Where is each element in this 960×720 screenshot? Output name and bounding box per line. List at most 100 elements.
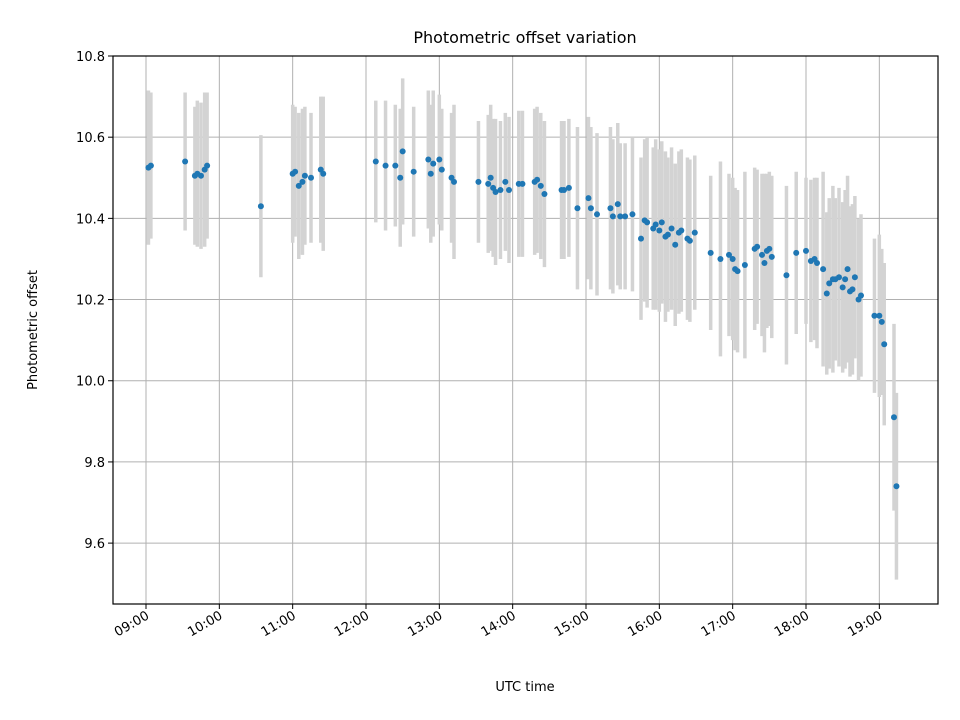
chart-title: Photometric offset variation: [413, 28, 636, 47]
data-point: [574, 205, 581, 212]
data-point: [783, 272, 790, 279]
data-point: [678, 227, 685, 234]
data-point: [814, 260, 820, 267]
data-point: [320, 170, 327, 177]
data-point: [614, 201, 621, 208]
data-point: [299, 178, 306, 185]
data-point: [686, 237, 693, 244]
data-point: [826, 280, 833, 287]
y-tick-label: 9.8: [84, 456, 105, 471]
y-tick-label: 9.6: [84, 537, 105, 552]
data-point: [301, 172, 308, 179]
y-axis-label: Photometric offset: [26, 270, 41, 390]
data-point: [876, 312, 883, 319]
data-point: [607, 205, 614, 212]
data-point: [844, 266, 851, 273]
data-point: [587, 205, 594, 212]
data-point: [382, 162, 389, 169]
data-point: [204, 162, 211, 169]
data-point: [741, 262, 748, 269]
data-point: [793, 249, 800, 256]
data-point: [629, 211, 636, 218]
data-point: [198, 172, 204, 179]
data-point: [487, 174, 494, 181]
data-point: [881, 341, 888, 348]
data-point: [537, 182, 544, 189]
data-point: [561, 186, 567, 193]
data-point: [427, 170, 434, 177]
data-point: [878, 318, 885, 325]
data-point: [851, 274, 858, 281]
data-point: [430, 160, 437, 167]
data-point: [858, 292, 864, 299]
data-point: [475, 178, 482, 185]
data-point: [308, 174, 314, 181]
data-point: [399, 148, 406, 155]
data-point: [502, 178, 509, 185]
data-point: [397, 174, 404, 181]
data-point: [893, 483, 900, 490]
data-point: [565, 184, 572, 191]
data-point: [729, 255, 736, 262]
data-point: [492, 188, 499, 195]
data-point: [410, 168, 417, 175]
data-point: [292, 168, 299, 175]
data-point: [871, 312, 878, 319]
data-point: [425, 156, 432, 163]
data-point: [372, 158, 379, 165]
y-tick-label: 10.8: [76, 50, 105, 65]
data-point: [707, 249, 714, 256]
data-point: [820, 266, 827, 273]
x-axis-label: UTC time: [495, 680, 554, 695]
data-point: [754, 243, 761, 250]
data-point: [147, 162, 154, 169]
y-axis-ticks: 9.6 9.8 10.0 10.2 10.4 10.6 10.8: [76, 50, 113, 552]
data-point: [622, 213, 629, 220]
data-point: [438, 166, 445, 173]
data-point: [726, 251, 732, 258]
data-point: [823, 290, 830, 297]
data-point: [734, 268, 741, 275]
data-point: [541, 191, 548, 198]
data-point: [836, 274, 842, 281]
data-point: [656, 227, 663, 234]
data-point: [839, 284, 846, 291]
data-point: [664, 231, 671, 238]
data-point: [768, 253, 775, 260]
data-point: [644, 219, 651, 226]
data-point: [672, 241, 679, 248]
data-point: [485, 180, 492, 187]
data-point: [585, 195, 592, 202]
data-point: [182, 158, 189, 165]
data-point: [638, 235, 644, 242]
y-tick-label: 10.4: [76, 212, 105, 227]
data-point: [668, 225, 675, 232]
data-points: [145, 148, 900, 490]
data-point: [766, 245, 773, 252]
data-point: [658, 219, 665, 226]
data-point: [761, 260, 768, 267]
data-point: [594, 211, 600, 218]
data-point: [519, 180, 526, 187]
data-point: [436, 156, 443, 163]
data-point: [652, 221, 659, 228]
data-point: [691, 229, 698, 236]
data-point: [849, 286, 856, 293]
y-tick-label: 10.0: [76, 375, 105, 390]
y-tick-label: 10.2: [76, 294, 105, 309]
data-point: [534, 176, 541, 183]
data-point: [497, 186, 504, 193]
data-point: [609, 213, 616, 220]
data-point: [891, 414, 897, 421]
plot-frame: [112, 55, 939, 605]
data-point: [717, 255, 724, 262]
data-point: [617, 213, 624, 220]
y-tick-label: 10.6: [76, 131, 105, 146]
data-point: [295, 182, 302, 189]
data-point: [803, 247, 809, 254]
data-point: [842, 276, 849, 283]
data-point: [451, 178, 457, 185]
